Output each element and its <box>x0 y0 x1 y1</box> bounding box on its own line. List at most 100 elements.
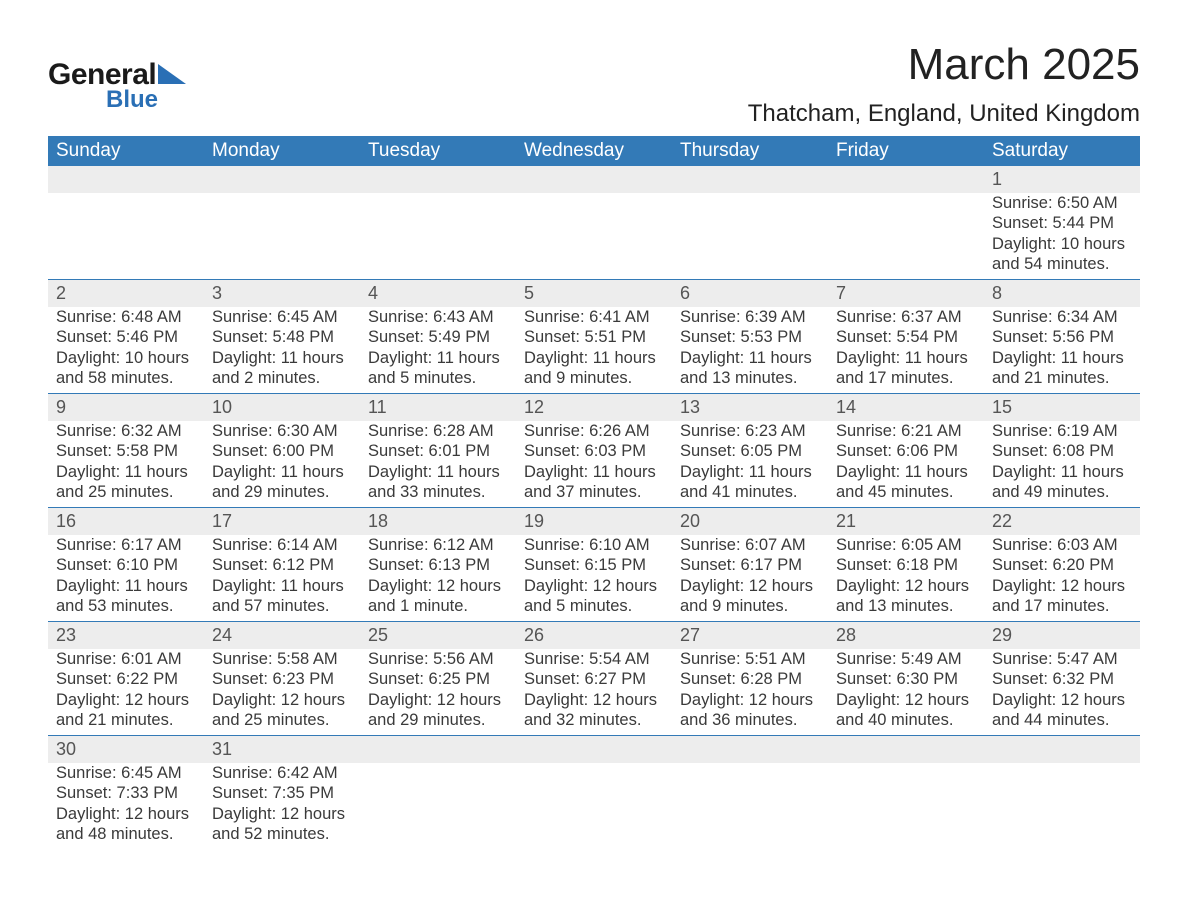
day-detail-cell: Sunrise: 6:48 AMSunset: 5:46 PMDaylight:… <box>48 307 204 394</box>
day-detail-cell: Sunrise: 5:49 AMSunset: 6:30 PMDaylight:… <box>828 649 984 736</box>
day-detail-cell: Sunrise: 6:21 AMSunset: 6:06 PMDaylight:… <box>828 421 984 508</box>
day-number-cell <box>672 736 828 763</box>
day-number-cell: 8 <box>984 280 1140 307</box>
sunrise: Sunrise: 6:39 AM <box>680 307 820 328</box>
day-detail-cell <box>672 763 828 850</box>
sunset: Sunset: 5:48 PM <box>212 327 352 348</box>
daylight: Daylight: 12 hours and 5 minutes. <box>524 576 664 617</box>
daylight-label: Daylight: <box>680 577 744 595</box>
day-number-cell: 11 <box>360 394 516 421</box>
day-detail-cell <box>672 193 828 280</box>
day-detail-cell <box>360 193 516 280</box>
sunrise: Sunrise: 6:21 AM <box>836 421 976 442</box>
day-number-cell: 21 <box>828 508 984 535</box>
sunrise-value: 6:14 AM <box>273 536 338 554</box>
day-detail-cell: Sunrise: 5:54 AMSunset: 6:27 PMDaylight:… <box>516 649 672 736</box>
sunset: Sunset: 5:46 PM <box>56 327 196 348</box>
daylight-label: Daylight: <box>212 805 276 823</box>
sunrise-value: 6:48 AM <box>117 308 182 326</box>
daylight-label: Daylight: <box>836 349 900 367</box>
weekday-header: Friday <box>828 136 984 166</box>
sunset-label: Sunset: <box>992 442 1048 460</box>
day-number-cell: 2 <box>48 280 204 307</box>
day-number-cell <box>48 166 204 193</box>
sunrise-value: 6:45 AM <box>273 308 338 326</box>
sunrise-label: Sunrise: <box>56 308 117 326</box>
sunrise: Sunrise: 6:34 AM <box>992 307 1132 328</box>
sunset: Sunset: 6:12 PM <box>212 555 352 576</box>
day-number-cell <box>828 736 984 763</box>
sunrise-value: 6:28 AM <box>429 422 494 440</box>
day-detail-cell: Sunrise: 6:23 AMSunset: 6:05 PMDaylight:… <box>672 421 828 508</box>
weekday-header: Sunday <box>48 136 204 166</box>
sunrise-value: 5:56 AM <box>429 650 494 668</box>
sunrise-value: 6:10 AM <box>585 536 650 554</box>
calendar-detail-row: Sunrise: 6:50 AMSunset: 5:44 PMDaylight:… <box>48 193 1140 280</box>
daylight: Daylight: 12 hours and 52 minutes. <box>212 804 352 845</box>
sunset-label: Sunset: <box>56 784 112 802</box>
day-detail-cell: Sunrise: 6:43 AMSunset: 5:49 PMDaylight:… <box>360 307 516 394</box>
title-block: March 2025 Thatcham, England, United Kin… <box>748 40 1140 128</box>
sunrise-value: 6:37 AM <box>897 308 962 326</box>
daylight: Daylight: 12 hours and 13 minutes. <box>836 576 976 617</box>
sunrise-value: 6:26 AM <box>585 422 650 440</box>
sunset-value: 5:58 PM <box>112 442 178 460</box>
daylight: Daylight: 11 hours and 2 minutes. <box>212 348 352 389</box>
sunset: Sunset: 6:17 PM <box>680 555 820 576</box>
weekday-header: Wednesday <box>516 136 672 166</box>
day-number-cell <box>360 736 516 763</box>
daylight-label: Daylight: <box>524 349 588 367</box>
day-detail-cell: Sunrise: 6:17 AMSunset: 6:10 PMDaylight:… <box>48 535 204 622</box>
day-detail-cell: Sunrise: 6:45 AMSunset: 7:33 PMDaylight:… <box>48 763 204 850</box>
sunset: Sunset: 6:10 PM <box>56 555 196 576</box>
sunrise-value: 6:45 AM <box>117 764 182 782</box>
sunset: Sunset: 6:00 PM <box>212 441 352 462</box>
sunrise-value: 6:17 AM <box>117 536 182 554</box>
sunset: Sunset: 6:03 PM <box>524 441 664 462</box>
sunrise-label: Sunrise: <box>680 422 741 440</box>
day-detail-cell: Sunrise: 6:26 AMSunset: 6:03 PMDaylight:… <box>516 421 672 508</box>
daylight-label: Daylight: <box>680 691 744 709</box>
sunset-label: Sunset: <box>368 328 424 346</box>
sunrise-value: 6:05 AM <box>897 536 962 554</box>
daylight-label: Daylight: <box>368 349 432 367</box>
day-number-cell: 27 <box>672 622 828 649</box>
sunset: Sunset: 5:58 PM <box>56 441 196 462</box>
day-number-cell: 10 <box>204 394 360 421</box>
sunrise: Sunrise: 6:17 AM <box>56 535 196 556</box>
sunset-label: Sunset: <box>524 670 580 688</box>
sunrise-value: 6:41 AM <box>585 308 650 326</box>
daylight: Daylight: 11 hours and 33 minutes. <box>368 462 508 503</box>
day-number-cell: 15 <box>984 394 1140 421</box>
sunrise: Sunrise: 6:26 AM <box>524 421 664 442</box>
day-detail-cell <box>360 763 516 850</box>
sunset-value: 6:10 PM <box>112 556 178 574</box>
day-detail-cell: Sunrise: 6:01 AMSunset: 6:22 PMDaylight:… <box>48 649 204 736</box>
calendar-daynum-row: 3031 <box>48 736 1140 763</box>
day-detail-cell <box>204 193 360 280</box>
day-detail-cell: Sunrise: 6:28 AMSunset: 6:01 PMDaylight:… <box>360 421 516 508</box>
day-number-cell: 28 <box>828 622 984 649</box>
sunrise-value: 6:50 AM <box>1053 194 1118 212</box>
day-detail-cell: Sunrise: 6:42 AMSunset: 7:35 PMDaylight:… <box>204 763 360 850</box>
sunset-label: Sunset: <box>836 556 892 574</box>
day-detail-cell: Sunrise: 6:30 AMSunset: 6:00 PMDaylight:… <box>204 421 360 508</box>
calendar-daynum-row: 1 <box>48 166 1140 193</box>
sunrise-value: 5:51 AM <box>741 650 806 668</box>
calendar-daynum-row: 9101112131415 <box>48 394 1140 421</box>
sunrise-label: Sunrise: <box>836 650 897 668</box>
sunset-value: 5:56 PM <box>1048 328 1114 346</box>
sunset-label: Sunset: <box>992 214 1048 232</box>
daylight: Daylight: 12 hours and 29 minutes. <box>368 690 508 731</box>
sunset-value: 5:44 PM <box>1048 214 1114 232</box>
daylight: Daylight: 12 hours and 36 minutes. <box>680 690 820 731</box>
sunset-value: 7:35 PM <box>268 784 334 802</box>
day-detail-cell: Sunrise: 6:19 AMSunset: 6:08 PMDaylight:… <box>984 421 1140 508</box>
sunset-label: Sunset: <box>368 670 424 688</box>
day-number-cell: 7 <box>828 280 984 307</box>
day-detail-cell <box>516 193 672 280</box>
daylight-label: Daylight: <box>992 349 1056 367</box>
sunrise-value: 6:23 AM <box>741 422 806 440</box>
sunrise: Sunrise: 6:03 AM <box>992 535 1132 556</box>
sunset-value: 6:17 PM <box>736 556 802 574</box>
